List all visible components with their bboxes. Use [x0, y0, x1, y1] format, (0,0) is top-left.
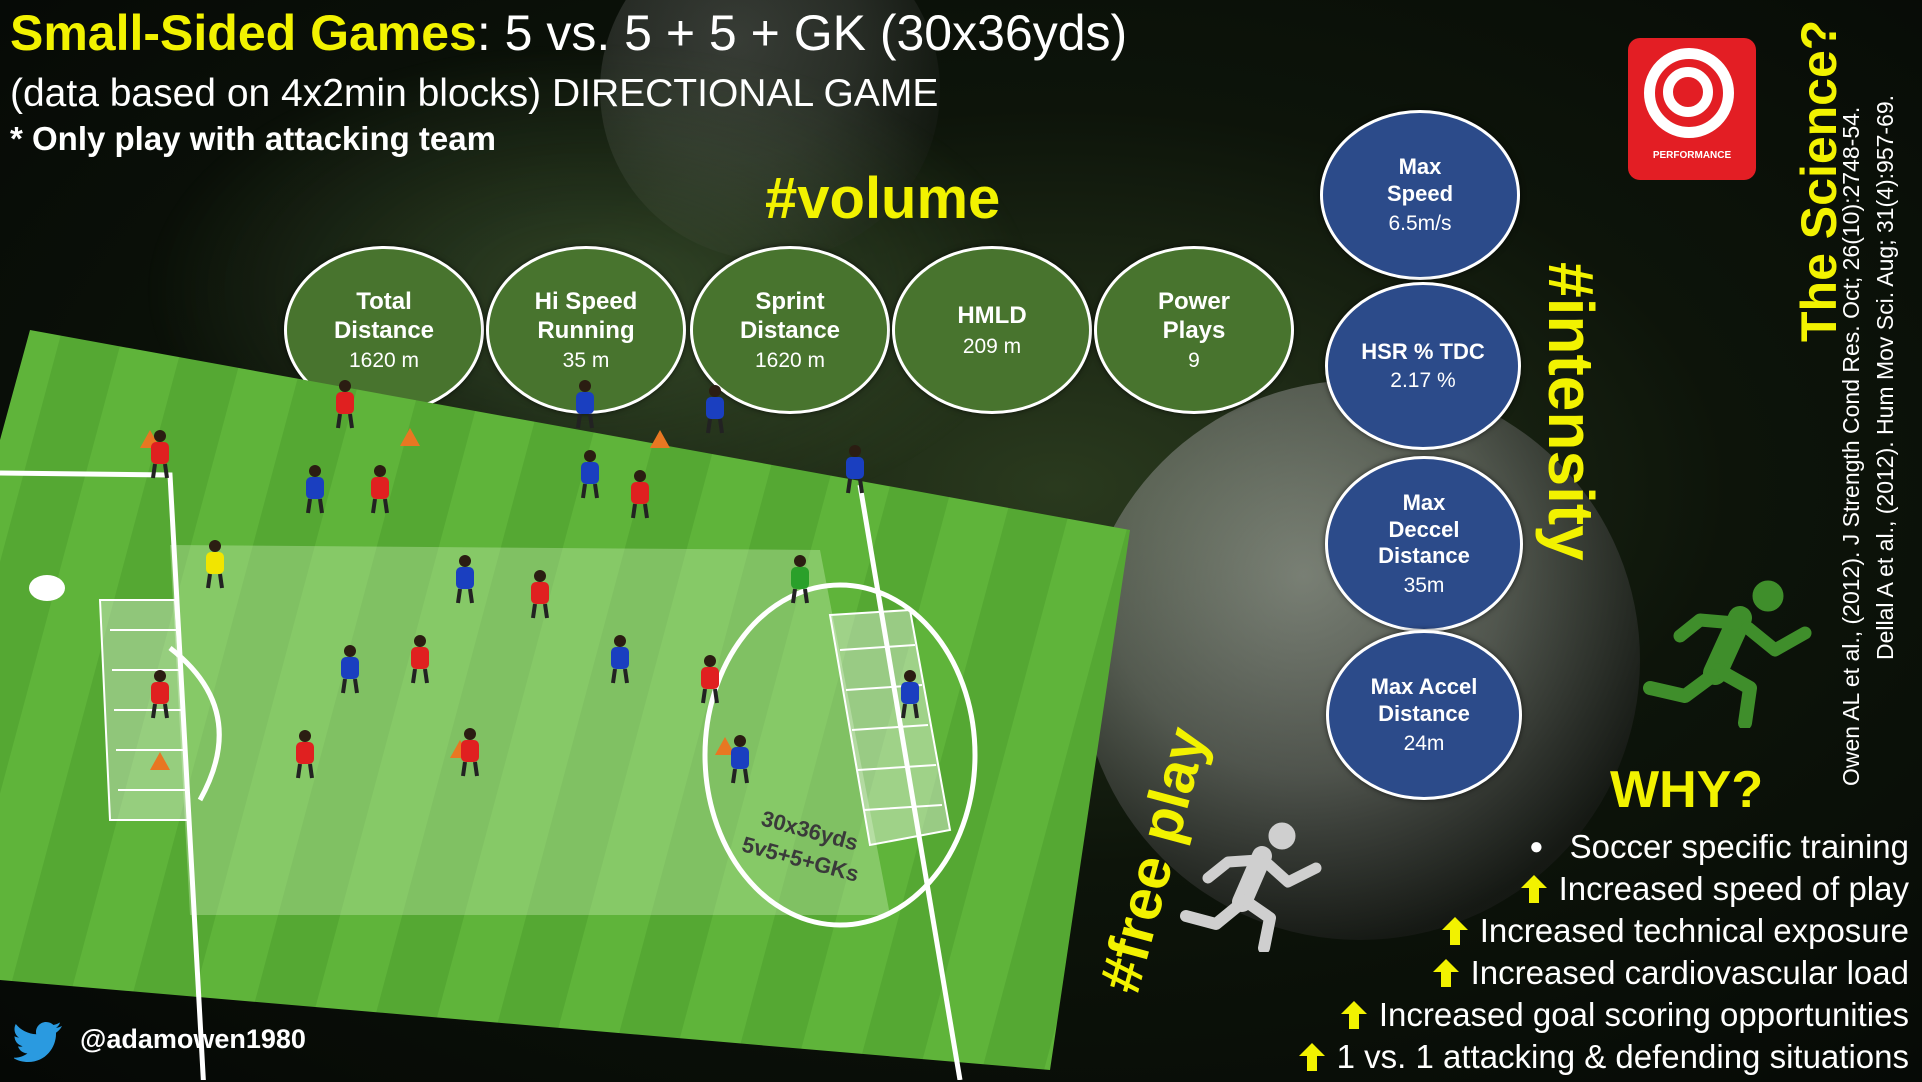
metric-label: Sprint Distance	[739, 287, 841, 344]
play-area	[170, 545, 890, 915]
running-person-icon	[1643, 580, 1812, 728]
up-arrow-icon	[1432, 959, 1459, 987]
logo-text: PERFORMANCE	[1652, 150, 1732, 161]
play-note: * Only play with attacking team	[10, 120, 496, 157]
brand-logo: PERFORMANCE	[1628, 38, 1756, 180]
intensity-metric-circle: Max Accel Distance 24m	[1326, 630, 1522, 800]
metric-label: Power Plays	[1157, 287, 1231, 344]
metric-label: HSR % TDC	[1361, 338, 1485, 364]
player-figure	[296, 730, 314, 779]
volume-hashtag: #volume	[765, 166, 1001, 231]
metric-value: 9	[1188, 349, 1200, 373]
up-arrow-icon	[1298, 1043, 1325, 1071]
twitter-bird-icon	[14, 1022, 62, 1062]
player-figure	[901, 670, 919, 719]
intensity-metric-circle: Max Deccel Distance 35m	[1325, 456, 1523, 632]
volume-metric-circle: Sprint Distance 1620 m	[690, 246, 890, 414]
science-reference-2: Dellal A et al., (2012). Hum Mov Sci. Au…	[1872, 94, 1898, 660]
metric-value: 1620 m	[754, 349, 826, 373]
center-circle	[702, 582, 978, 928]
player-figure	[371, 465, 389, 514]
metric-value: 35 m	[562, 349, 610, 373]
player-figure	[456, 555, 474, 604]
player-figure	[701, 655, 719, 704]
left-arc	[168, 646, 222, 802]
page-subtitle: (data based on 4x2min blocks) DIRECTIONA…	[10, 72, 939, 115]
player-figure	[611, 635, 629, 684]
science-reference-1: Owen AL et al., (2012). J Strength Cond …	[1838, 106, 1864, 786]
metric-value: 209 m	[962, 334, 1022, 358]
metric-label: Max Accel Distance	[1370, 674, 1478, 726]
player-figure	[531, 570, 549, 619]
volume-metric-circle: Power Plays 9	[1094, 246, 1294, 414]
intensity-metric-circle: Max Speed 6.5m/s	[1320, 110, 1520, 280]
reason-item: Increased technical exposure	[1299, 910, 1909, 952]
pitch-line-right	[857, 484, 963, 1080]
metric-label: Total Distance	[333, 287, 435, 344]
player-figure	[581, 450, 599, 499]
background-soccer-ball-top	[600, 0, 940, 260]
metric-value: 24m	[1403, 731, 1445, 755]
left-goal	[98, 599, 192, 821]
metric-value: 35m	[1403, 574, 1445, 598]
page-title: Small-Sided Games: 5 vs. 5 + 5 + GK (30x…	[10, 5, 1128, 61]
player-figure	[206, 540, 224, 589]
player-figure	[461, 728, 479, 777]
up-arrow-icon	[1441, 917, 1468, 945]
why-title: WHY?	[1610, 761, 1764, 819]
player-figure	[336, 380, 354, 429]
player-figure	[631, 470, 649, 519]
reason-item: Increased goal scoring opportunities	[1299, 994, 1909, 1036]
bullet-icon: ●	[1529, 833, 1544, 860]
player-figure	[846, 445, 864, 494]
reason-item: 1 vs. 1 attacking & defending situations	[1298, 1036, 1909, 1078]
player-figure	[706, 385, 724, 434]
metric-label: Max Speed	[1386, 154, 1454, 206]
up-arrow-icon	[1520, 875, 1547, 903]
players	[151, 380, 919, 784]
logo-mark-inner	[1663, 67, 1713, 117]
player-figure	[411, 635, 429, 684]
why-reasons: ● Soccer specific training Increased spee…	[1298, 826, 1909, 1078]
sprinter-icon	[1180, 822, 1322, 952]
player-figure	[791, 555, 809, 604]
right-goal	[828, 608, 952, 847]
pitch-line-left	[0, 470, 206, 1080]
intensity-hashtag: #intensity	[1535, 262, 1607, 561]
twitter-handle[interactable]: @adamowen1980	[80, 1024, 306, 1054]
cones	[140, 428, 735, 770]
logo-mark	[1644, 48, 1734, 138]
volume-metric-circle: HMLD 209 m	[892, 246, 1092, 414]
pitch-diagram: 30x36yds 5v5+5+GKs	[0, 330, 1130, 1080]
up-arrow-icon	[1340, 1001, 1367, 1029]
player-figure	[731, 735, 749, 784]
metric-value: 2.17 %	[1390, 369, 1456, 393]
reason-item: ● Soccer specific training	[1299, 826, 1909, 868]
intensity-metric-circle: HSR % TDC 2.17 %	[1325, 282, 1521, 450]
player-figure	[576, 380, 594, 429]
player-figure	[151, 670, 169, 719]
ball	[29, 575, 65, 601]
reason-item: Increased cardiovascular load	[1299, 952, 1909, 994]
pitch-surface	[0, 330, 1130, 1070]
player-figure	[306, 465, 324, 514]
metric-value: 1620 m	[348, 349, 420, 373]
metric-label: Max Deccel Distance	[1378, 489, 1470, 569]
metric-value: 6.5m/s	[1388, 211, 1452, 235]
player-figure	[151, 430, 169, 479]
player-figure	[341, 645, 359, 694]
metric-label: Hi Speed Running	[534, 287, 638, 344]
metric-label: HMLD	[957, 302, 1027, 330]
reason-item: Increased speed of play	[1299, 868, 1909, 910]
